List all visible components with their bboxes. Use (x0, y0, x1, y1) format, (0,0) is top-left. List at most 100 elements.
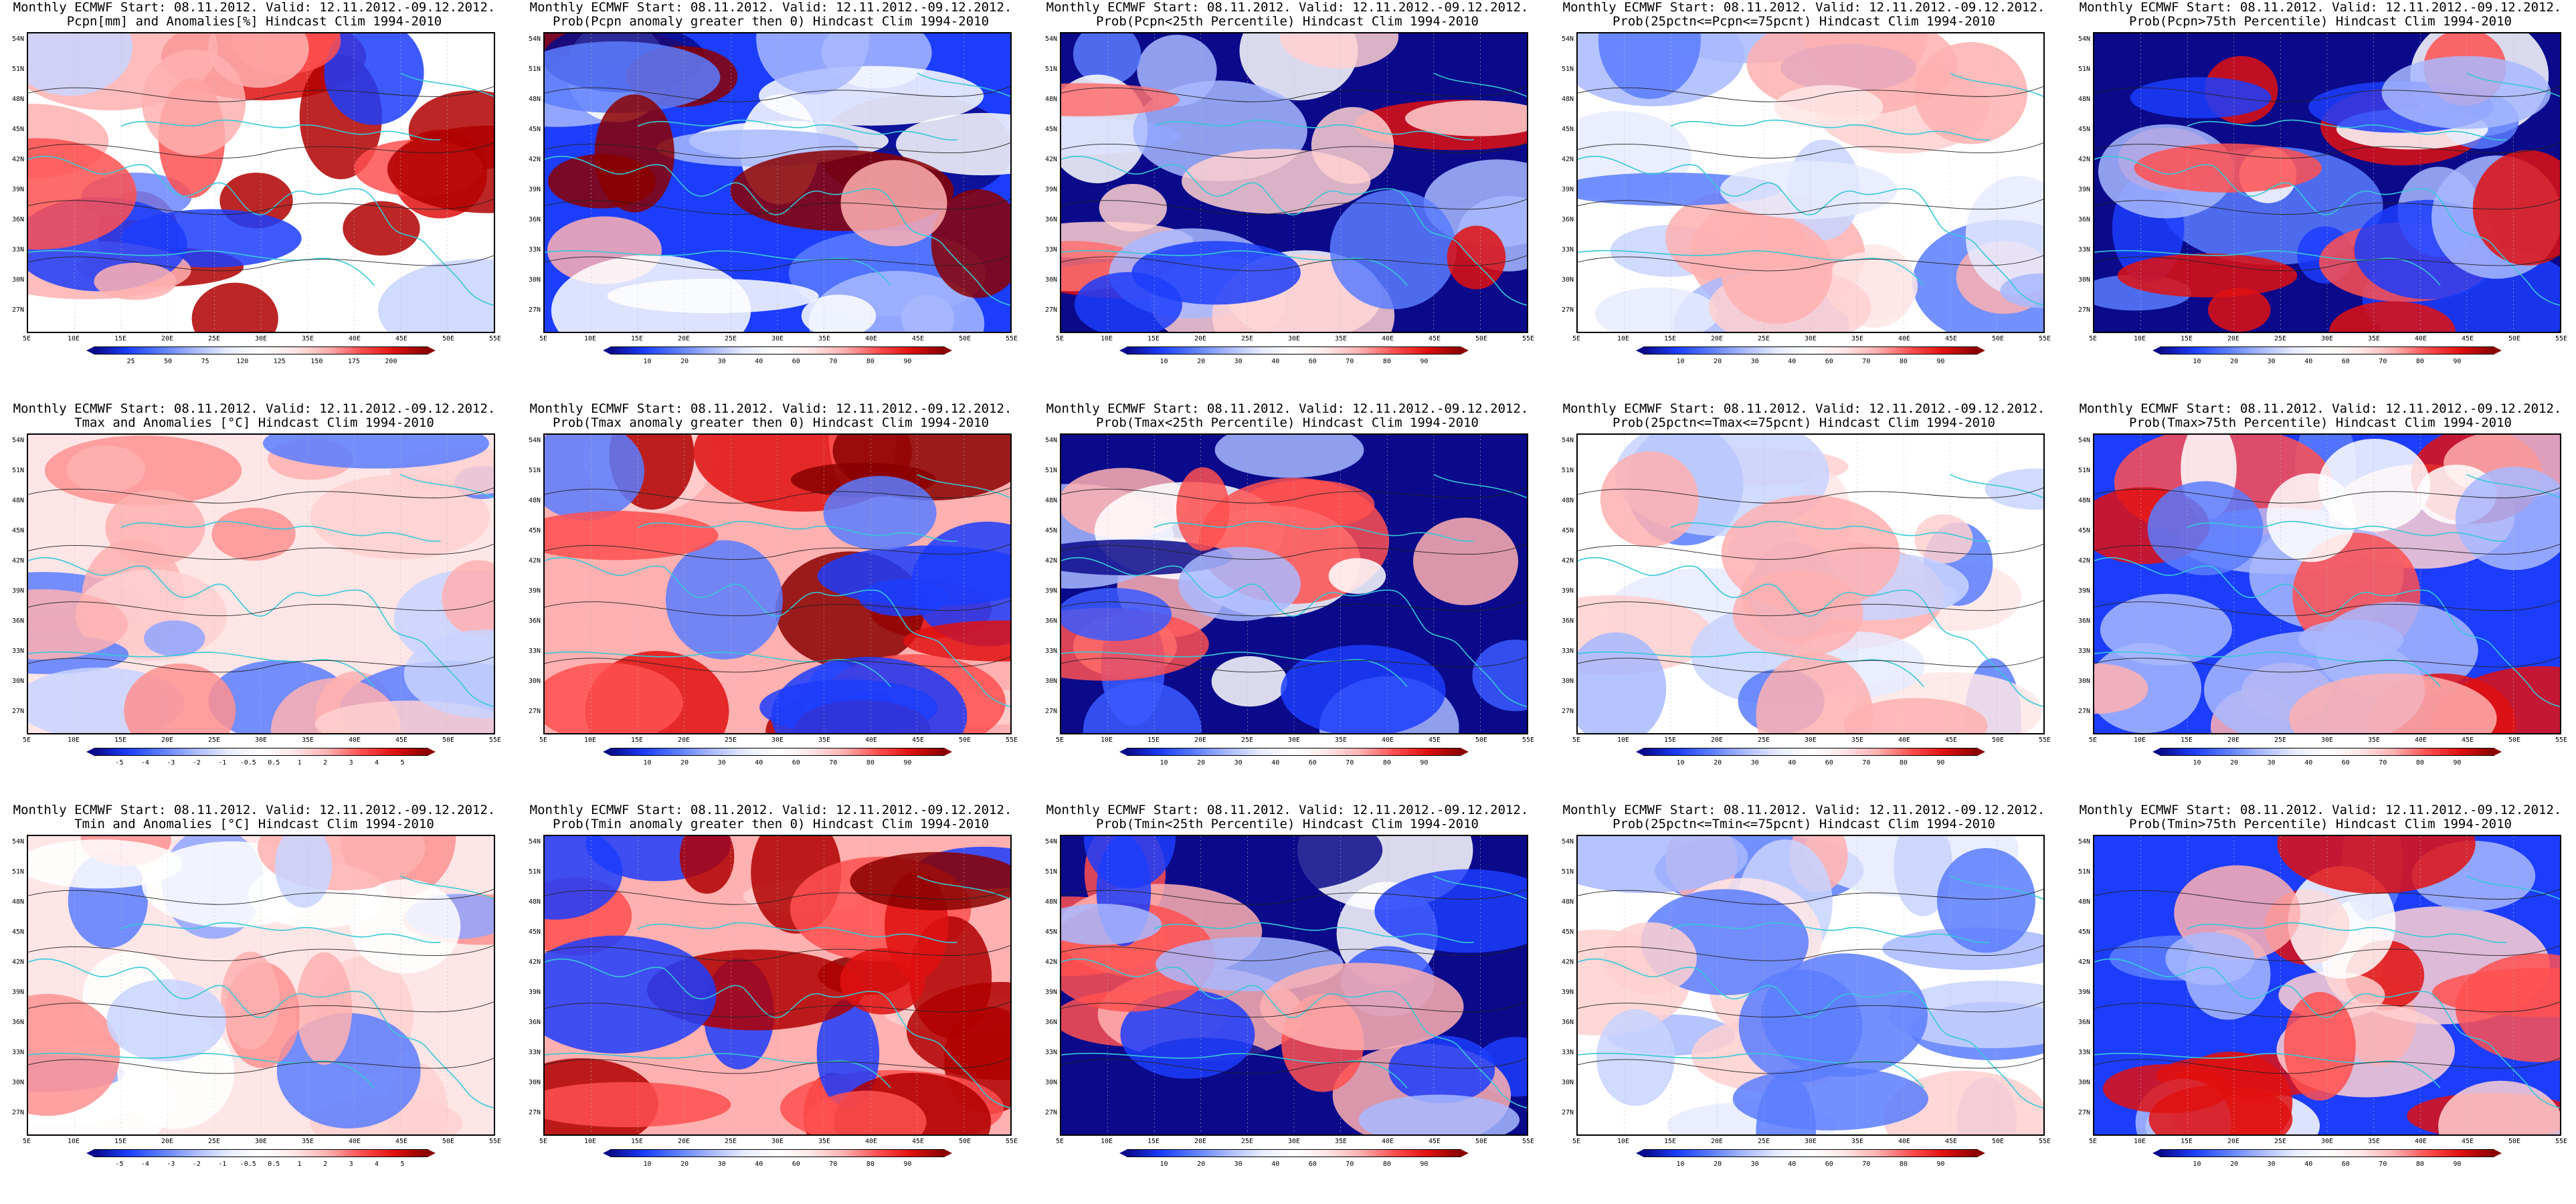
contour-line (28, 1001, 494, 1018)
panel-title-line2: Prob(Tmax>75th Percentile) Hindcast Clim… (2129, 415, 2512, 430)
lon-tick-label: 30E (771, 736, 784, 744)
lat-tick-label: 48N (1561, 497, 1574, 504)
lat-tick-label: 51N (2078, 66, 2090, 73)
colorbar (1119, 748, 1469, 756)
lat-tick-label: 54N (11, 838, 24, 845)
colorbar-tick-label: 20 (680, 759, 689, 767)
lat-tick-label: 51N (2078, 467, 2090, 474)
map-panel: Monthly ECMWF Start: 08.11.2012. Valid: … (2066, 803, 2575, 1177)
colorbar-tick-label: 80 (1382, 1161, 1391, 1168)
contour-line (545, 600, 1010, 617)
coastline (28, 474, 494, 708)
lon-tick-label: 55E (2038, 335, 2051, 342)
lon-tick-label: 25E (2274, 335, 2287, 342)
lat-tick-label: 30N (1044, 678, 1057, 685)
panel-title-line1: Monthly ECMWF Start: 08.11.2012. Valid: … (2079, 0, 2562, 15)
colorbar-tick-label: -2 (192, 1161, 201, 1168)
lon-tick-label: 45E (395, 1138, 408, 1145)
contour-line (1578, 656, 2043, 673)
lat-tick-label: 51N (1044, 66, 1057, 73)
contour-line (2094, 945, 2560, 961)
colorbar-tick-label: 30 (2267, 358, 2276, 365)
lon-tick-label: 5E (539, 335, 548, 342)
lat-tick-label: 51N (1044, 467, 1057, 474)
colorbar-tick-label: 70 (1346, 759, 1354, 767)
lat-tick-label: 30N (11, 678, 24, 685)
map-panel: Monthly ECMWF Start: 08.11.2012. Valid: … (517, 0, 1025, 375)
lat-tick-label: 36N (1044, 617, 1057, 625)
field-shading-blob (211, 508, 296, 561)
colorbar-tick-label: 80 (1899, 1161, 1908, 1168)
colorbar (603, 346, 952, 355)
field-shading-blob (545, 662, 683, 733)
contour-line (1061, 142, 1527, 159)
lat-tick-label: 51N (528, 66, 541, 73)
lat-tick-label: 48N (2078, 898, 2090, 906)
lon-tick-label: 20E (2227, 736, 2240, 744)
colorbar-tick-label: 30 (717, 358, 726, 365)
map-area (543, 835, 1012, 1136)
colorbar-tick-label: 10 (1160, 358, 1168, 365)
lon-tick-label: 20E (161, 736, 174, 744)
colorbar-tick-label: 1 (297, 1161, 302, 1168)
colorbar-tick-label: 20 (680, 1161, 689, 1168)
lon-tick-label: 10E (1100, 736, 1113, 744)
lat-tick-label: 45N (1044, 928, 1057, 936)
lat-tick-label: 39N (1044, 186, 1057, 193)
colorbar-tick-label: 40 (1788, 358, 1797, 365)
lon-tick-label: 55E (2038, 1138, 2051, 1145)
field-shading-blob (2298, 619, 2404, 660)
coastline (2094, 875, 2560, 1109)
field-shading-blob (805, 1090, 927, 1134)
lat-tick-label: 42N (1044, 959, 1057, 966)
field-shading-blob (1061, 587, 1172, 641)
contour-line (2094, 888, 2560, 905)
field-shading-blob (1178, 546, 1301, 621)
field-map (1578, 836, 2043, 1134)
colorbar-tick-label: 30 (1234, 759, 1243, 767)
panel-title-line1: Monthly ECMWF Start: 08.11.2012. Valid: … (2079, 803, 2562, 817)
lon-tick-label: 35E (2367, 736, 2381, 744)
lon-tick-label: 20E (161, 1138, 174, 1145)
lon-tick-label: 45E (395, 335, 408, 342)
lon-tick-label: 55E (2555, 335, 2568, 342)
colorbar-tick-label: 80 (866, 1161, 875, 1168)
lat-tick-label: 27N (1044, 1109, 1057, 1116)
colorbar-tick-label: 40 (2304, 1161, 2313, 1168)
contour-line (1578, 487, 2043, 504)
lat-tick-label: 30N (528, 1079, 541, 1086)
lon-tick-label: 5E (1572, 736, 1581, 744)
contour-line (2094, 199, 2560, 215)
colorbar-tick-label: 20 (1714, 358, 1722, 365)
lon-tick-label: 45E (2461, 1138, 2474, 1145)
field-shading-blob (2455, 953, 2560, 1062)
contour-line (1578, 86, 2043, 102)
lon-tick-label: 20E (677, 736, 691, 744)
lon-tick-label: 25E (2274, 1138, 2287, 1145)
field-shading-blob (1311, 107, 1394, 184)
field-shading-blob (858, 579, 948, 617)
colorbar-tick-label: 90 (2453, 1161, 2462, 1168)
field-shading-blob (901, 294, 955, 332)
field-shading-blob (1374, 869, 1527, 953)
lon-tick-label: 40E (864, 335, 878, 342)
lon-tick-label: 10E (2133, 1138, 2146, 1145)
colorbar (86, 346, 436, 355)
colorbar-tick-label: 60 (1308, 759, 1317, 767)
map-area (27, 433, 495, 734)
lon-tick-label: 50E (2508, 1138, 2521, 1145)
lon-tick-label: 40E (864, 1138, 878, 1145)
map-area (1576, 433, 2045, 734)
lat-tick-label: 30N (11, 276, 24, 284)
field-shading-blob (296, 952, 353, 1065)
lon-tick-label: 30E (2320, 335, 2334, 342)
lon-tick-label: 10E (2133, 335, 2146, 342)
field-shading-blob (1594, 287, 1719, 332)
lon-tick-label: 50E (958, 736, 972, 744)
field-map (2094, 836, 2560, 1134)
colorbar-tick-label: 80 (2415, 759, 2424, 767)
lon-tick-label: 55E (488, 1138, 502, 1145)
colorbar-tick-label: 30 (1750, 759, 1759, 767)
lon-tick-label: 5E (22, 335, 31, 342)
lat-tick-label: 30N (1044, 1079, 1057, 1086)
